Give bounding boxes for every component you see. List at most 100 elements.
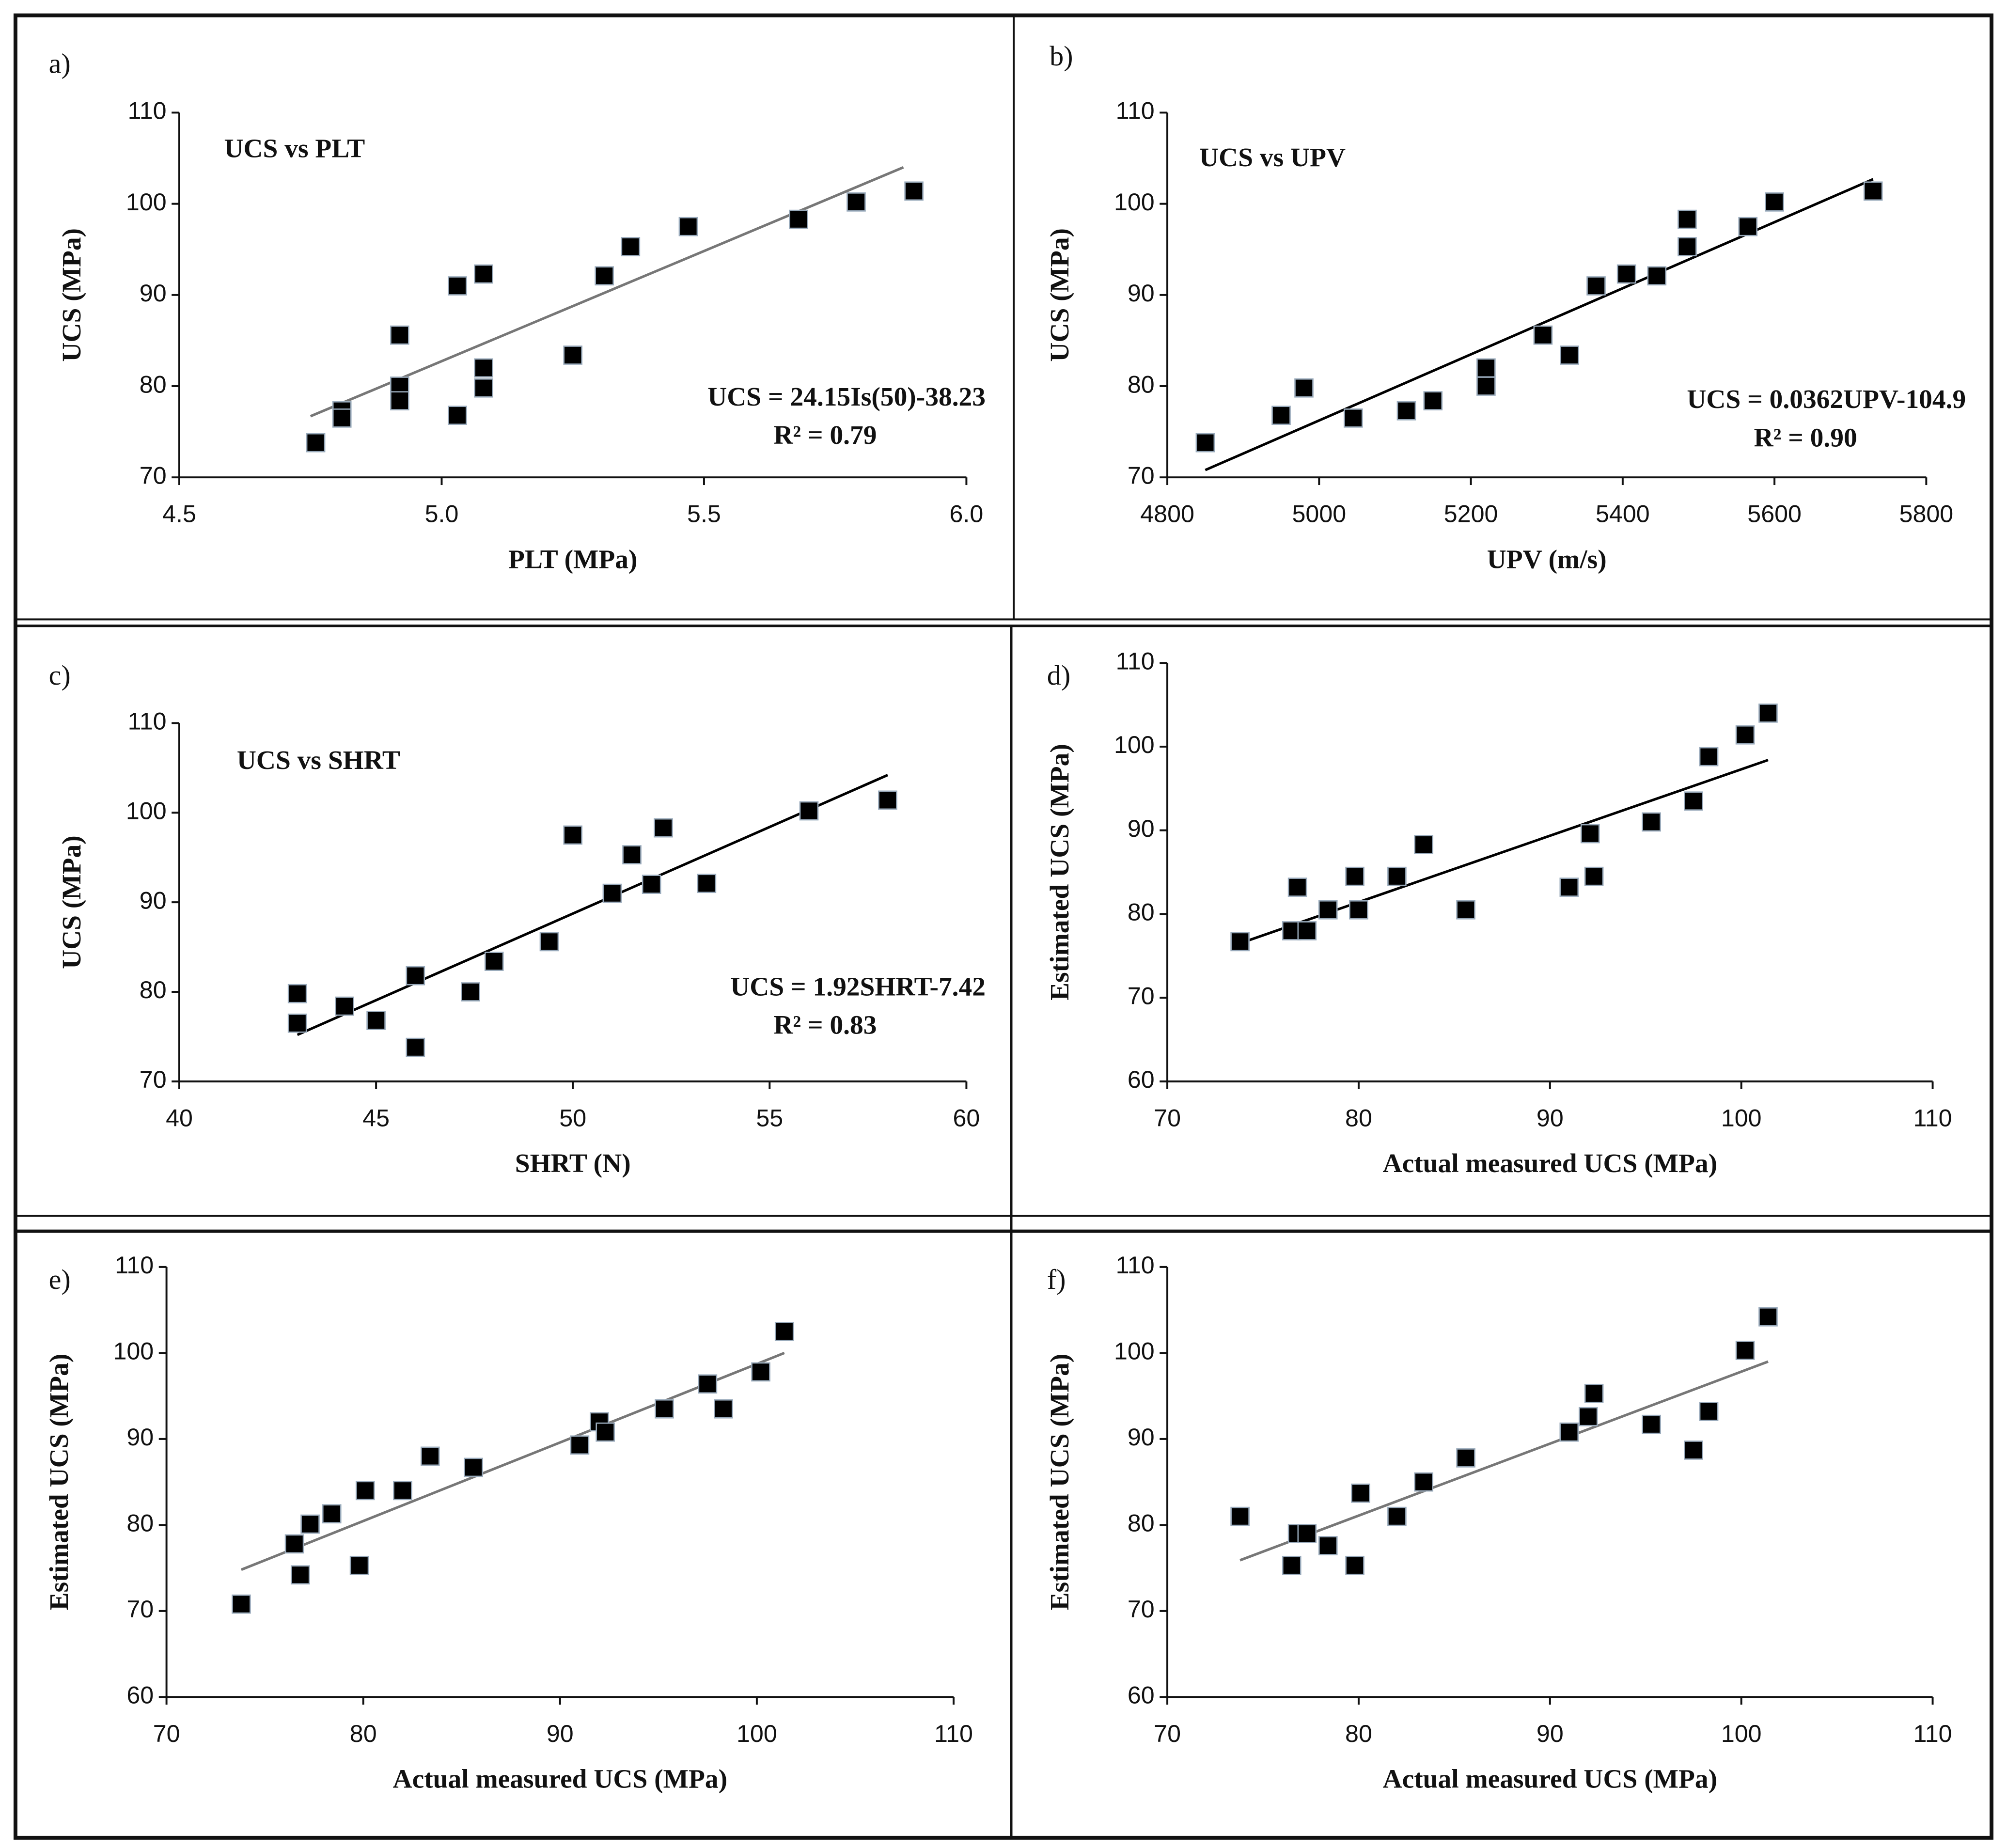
r-squared: R² = 0.90 [1754,423,1857,452]
marker [390,391,409,410]
panel-label: e) [49,1264,71,1295]
x-axis-label: PLT (MPa) [508,544,638,574]
y-tick-label: 110 [128,708,167,735]
marker [448,276,467,296]
y-axis-label: Estimated UCS (MPa) [1045,1354,1074,1611]
panel-label: c) [49,659,71,691]
marker [1345,866,1364,886]
marker [1678,209,1697,229]
x-tick-label: 80 [1345,1104,1372,1131]
marker [596,1422,615,1442]
marker [1559,877,1579,897]
marker [1387,866,1407,886]
marker [1195,433,1215,453]
y-tick-label: 100 [1114,1338,1155,1365]
marker [406,966,425,986]
marker [1735,725,1755,745]
marker [474,264,493,284]
marker [406,1037,425,1057]
marker [1684,1441,1703,1460]
marker [284,1534,304,1554]
marker [1396,401,1416,421]
x-tick-label: 5.0 [425,501,459,528]
x-tick-label: 110 [934,1720,973,1747]
marker [390,325,409,345]
x-axis-label: SHRT (N) [515,1148,631,1178]
x-tick-label: 5.5 [687,501,721,528]
marker [1344,408,1363,428]
x-tick-label: 60 [953,1104,980,1131]
marker [1318,1536,1338,1555]
y-tick-label: 60 [1128,1066,1155,1093]
y-tick-label: 110 [1116,647,1155,674]
marker [642,875,661,894]
x-tick-label: 5400 [1596,501,1650,528]
panel-label: a) [49,48,71,79]
marker [474,378,493,398]
marker [1230,1506,1250,1526]
marker [1318,900,1338,920]
r-squared: R² = 0.79 [773,420,877,450]
x-tick-label: 100 [1721,1720,1762,1747]
marker [904,181,924,201]
marker [1580,824,1600,844]
x-tick-label: 70 [1154,1104,1181,1131]
marker [474,358,493,378]
marker [1345,1555,1364,1575]
marker [1578,1407,1598,1426]
x-tick-label: 5600 [1747,501,1802,528]
marker [349,1555,369,1575]
y-tick-label: 100 [126,797,167,824]
marker [1616,264,1636,284]
x-tick-label: 80 [1345,1720,1372,1747]
x-axis-label: Actual measured UCS (MPa) [1383,1764,1718,1793]
y-tick-label: 80 [1128,899,1155,926]
marker [1476,376,1496,396]
marker [799,801,819,821]
y-tick-label: 100 [1114,188,1155,216]
x-tick-label: 70 [153,1720,180,1747]
marker [1287,877,1307,897]
panel-label: f) [1047,1264,1066,1295]
marker [1678,237,1697,256]
y-axis-label: Estimated UCS (MPa) [1045,744,1074,1001]
marker [287,984,307,1003]
y-axis-label: Estimated UCS (MPa) [44,1354,74,1611]
x-tick-label: 5800 [1899,501,1954,528]
marker [1735,1341,1755,1360]
x-tick-label: 4800 [1140,501,1194,528]
marker [322,1504,342,1524]
marker [332,408,352,428]
marker [484,952,504,971]
marker [461,982,480,1002]
x-tick-label: 40 [166,1104,193,1131]
marker [306,433,326,453]
marker [774,1322,794,1341]
marker [697,874,717,893]
marker [300,1514,320,1534]
x-tick-label: 100 [737,1720,777,1747]
marker [563,825,583,845]
marker [290,1565,310,1585]
y-tick-label: 90 [140,280,167,307]
chart-title: UCS vs UPV [1199,142,1346,172]
marker [1533,325,1553,345]
panel-label: b) [1050,40,1073,72]
marker [655,1399,674,1419]
chart-title: UCS vs SHRT [237,745,400,775]
x-tick-label: 100 [1721,1104,1762,1131]
x-tick-label: 55 [756,1104,783,1131]
r-squared: R² = 0.83 [773,1010,877,1040]
y-axis-label: UCS (MPa) [1045,228,1074,362]
equation: UCS = 0.0362UPV-104.9 [1687,384,1966,414]
marker [622,845,642,864]
marker [539,932,559,952]
marker [1476,358,1496,378]
marker [1584,1383,1604,1403]
marker [1230,932,1250,952]
y-tick-label: 80 [1128,371,1155,398]
x-axis-label: UPV (m/s) [1487,544,1607,574]
y-tick-label: 100 [113,1338,154,1365]
marker [595,266,614,286]
